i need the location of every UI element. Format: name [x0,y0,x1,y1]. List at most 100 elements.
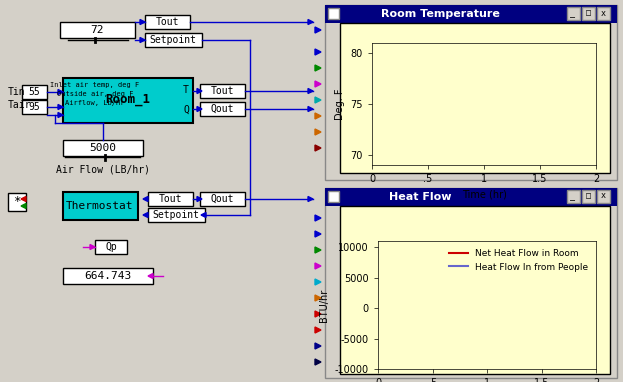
Bar [145,33,202,47]
Text: _: _ [571,193,576,201]
Text: *: * [13,196,21,209]
Bar [340,206,610,374]
Text: □: □ [586,191,591,201]
Bar [200,102,245,116]
Polygon shape [315,311,321,317]
Polygon shape [315,27,321,33]
Polygon shape [315,215,321,221]
Text: Qout: Qout [210,194,234,204]
Polygon shape [197,107,202,112]
Y-axis label: BTU/hr: BTU/hr [320,288,330,322]
Polygon shape [315,247,321,253]
Bar [63,140,143,156]
Text: Q: Q [183,105,189,115]
Polygon shape [58,105,63,110]
Text: Tout: Tout [210,86,234,96]
Text: 664.743: 664.743 [84,271,131,281]
Polygon shape [148,274,153,278]
Text: Airflow, Lb/Hr: Airflow, Lb/Hr [65,100,125,106]
Bar [567,190,580,203]
Polygon shape [90,244,95,249]
Polygon shape [308,19,313,24]
Bar [148,192,193,206]
Text: Qout: Qout [210,104,234,114]
Polygon shape [315,113,321,119]
Bar [60,22,135,38]
Bar [145,15,190,29]
Bar [325,5,617,180]
Text: 55: 55 [28,87,40,97]
Bar [328,8,339,19]
Bar [148,208,205,222]
Text: T: T [183,85,189,95]
Text: Heat Flow: Heat Flow [389,192,451,202]
Text: Qp: Qp [105,242,117,252]
Polygon shape [143,212,148,217]
Bar [340,23,610,173]
Polygon shape [315,97,321,103]
Polygon shape [308,89,313,94]
Text: x: x [601,8,606,18]
Polygon shape [315,279,321,285]
Bar [582,7,595,20]
Bar [200,192,245,206]
Text: Tout: Tout [158,194,182,204]
Polygon shape [308,107,313,112]
Bar [22,100,47,114]
Polygon shape [315,327,321,333]
Text: Outside air, deg F: Outside air, deg F [57,91,133,97]
Bar [582,190,595,203]
Polygon shape [315,65,321,71]
Bar [200,84,245,98]
Text: Inlet air temp, deg F: Inlet air temp, deg F [50,82,140,88]
Bar [325,188,617,206]
X-axis label: Time (hr): Time (hr) [462,189,506,199]
Text: 5000: 5000 [90,143,117,153]
Polygon shape [315,263,321,269]
Polygon shape [315,231,321,237]
Polygon shape [21,204,26,209]
Bar [63,268,153,284]
Polygon shape [201,212,206,217]
Polygon shape [315,81,321,87]
Text: Tin: Tin [8,87,26,97]
Polygon shape [315,129,321,135]
Polygon shape [143,196,148,201]
Polygon shape [58,89,63,94]
Text: 72: 72 [90,25,104,35]
Polygon shape [315,295,321,301]
Bar [597,190,610,203]
Text: _: _ [571,10,576,18]
Text: Room Temperature: Room Temperature [381,9,500,19]
Text: 95: 95 [28,102,40,112]
Text: Air Flow (LB/hr): Air Flow (LB/hr) [56,165,150,175]
Polygon shape [315,343,321,349]
Polygon shape [308,196,313,201]
Polygon shape [21,196,26,201]
Y-axis label: Deg. F: Deg. F [335,88,345,120]
Text: Room_1: Room_1 [105,94,151,107]
Legend: Net Heat Flow in Room, Heat Flow In from People: Net Heat Flow in Room, Heat Flow In from… [446,246,591,275]
Bar [95,240,127,254]
Bar [63,192,138,220]
Text: Thermostat: Thermostat [66,201,134,211]
Polygon shape [140,37,145,42]
Polygon shape [315,49,321,55]
Polygon shape [197,89,202,94]
Polygon shape [140,19,145,24]
Bar [22,85,47,99]
Bar [597,7,610,20]
Bar [8,193,26,211]
Bar [567,7,580,20]
Text: Setpoint: Setpoint [153,210,199,220]
Polygon shape [315,359,321,365]
Text: □: □ [586,8,591,18]
Text: x: x [601,191,606,201]
Polygon shape [58,113,63,118]
Text: Tair: Tair [8,100,32,110]
Polygon shape [197,196,202,201]
Bar [325,5,617,23]
Text: Setpoint: Setpoint [150,35,196,45]
Bar [328,191,339,202]
Polygon shape [315,145,321,151]
